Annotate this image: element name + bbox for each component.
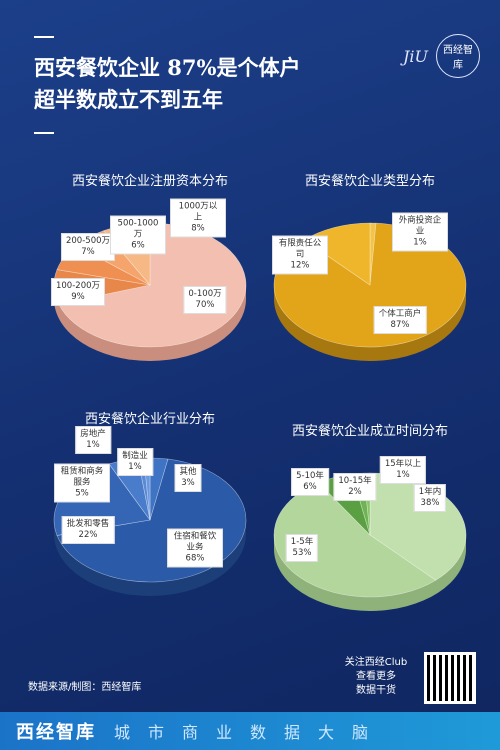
slice-value: 6% [131,240,145,251]
slice-category: 100-200万 [55,281,101,291]
logo: JiU 西经智库 [403,34,480,78]
slice-category: 个体工商户 [378,309,422,319]
slice-value: 12% [290,260,310,271]
slice-category: 批发和零售 [66,519,110,529]
title-line: 超半数成立不到五年 [34,87,223,112]
slice-category: 1000万以上 [178,201,218,223]
slice-value: 1% [396,470,410,480]
slice-label: 200-500万 7% [60,233,116,261]
slice-label: 15年以上 1% [379,456,427,484]
slice-value: 9% [71,292,85,302]
rule [34,36,54,38]
slice-value: 1% [128,462,142,472]
chart-title: 西安餐饮企业注册资本分布 [71,174,229,189]
slice-value: 22% [78,530,98,540]
slice-label: 1000万以上 8% [170,198,226,238]
slice-label: 外商投资企业 1% [392,212,448,252]
slice-value: 7% [81,247,95,257]
slice-label: 房地产 1% [75,426,111,454]
slice-label: 有限责任公司 12% [272,235,328,275]
slice-label: 100-200万 9% [50,278,106,306]
slice-value: 5% [75,488,89,499]
logo-mark: JiU [402,46,428,66]
chart-title: 西安餐饮企业行业分布 [84,412,216,427]
title-line: 西安餐饮企业 87%是个体户 [34,55,301,80]
slice-value: 8% [191,223,205,234]
slice-label: 1-5年 53% [285,534,319,562]
rule [34,132,54,134]
slice-category: 其他 [179,467,197,477]
slice-value: 38% [420,498,440,508]
slice-category: 房地产 [80,429,106,439]
follow-line: 关注西经Club [344,657,408,668]
follow-line: 查看更多 [356,671,396,682]
slice-value: 3% [181,478,195,488]
chart-title: 西安餐饮企业类型分布 [304,174,436,189]
slice-value: 1% [86,440,100,450]
qr-code [424,652,476,704]
slice-category: 1年内 [418,487,442,497]
main-title: 西安餐饮企业 87%是个体户 超半数成立不到五年 [34,52,301,116]
slice-label: 个体工商户 87% [373,306,427,334]
slice-category: 10-15年 [338,476,372,486]
slice-value: 2% [348,487,362,497]
slice-label: 批发和零售 22% [61,516,115,544]
slice-label: 10-15年 2% [333,473,377,501]
slice-category: 500-1000万 [117,218,159,240]
slice-category: 有限责任公司 [278,238,322,260]
slice-label: 0-100万 70% [183,286,227,314]
brand-band: 西经智库 城市商业数据大脑 [0,712,500,750]
source: 数据来源/制图：西经智库 [28,682,142,693]
follow-line: 数据干货 [356,685,396,696]
slogan: 城市商业数据大脑 [114,723,387,742]
slice-label: 住宿和餐饮业务 68% [167,528,223,568]
slice-category: 5-10年 [296,471,324,481]
slice-category: 1-5年 [290,537,314,547]
slice-category: 住宿和餐饮业务 [173,531,217,553]
slice-value: 53% [292,548,312,558]
follow: 关注西经Club 查看更多 数据干货 [340,656,412,698]
slice-category: 200-500万 [65,236,111,246]
slice-value: 87% [390,320,410,330]
slice-value: 70% [195,300,215,310]
slice-label: 500-1000万 6% [110,215,166,255]
slice-label: 其他 3% [174,464,202,492]
slice-label: 5-10年 6% [291,468,329,496]
chart-title: 西安餐饮企业成立时间分布 [291,424,449,439]
slice-value: 68% [185,553,205,564]
logo-seal: 西经智库 [436,34,480,78]
slice-category: 租赁和商务服务 [60,466,104,488]
slice-label: 租赁和商务服务 5% [54,463,110,503]
slice-category: 0-100万 [188,289,222,299]
slice-category: 制造业 [122,451,148,461]
slice-category: 外商投资企业 [398,215,442,237]
slice-label: 1年内 38% [413,484,447,512]
slice-value: 6% [303,482,317,492]
slice-label: 制造业 1% [117,448,153,476]
slice-category: 15年以上 [384,459,422,469]
pie-slice [273,482,437,598]
brand: 西经智库 [16,722,96,743]
slice-value: 1% [413,237,427,248]
